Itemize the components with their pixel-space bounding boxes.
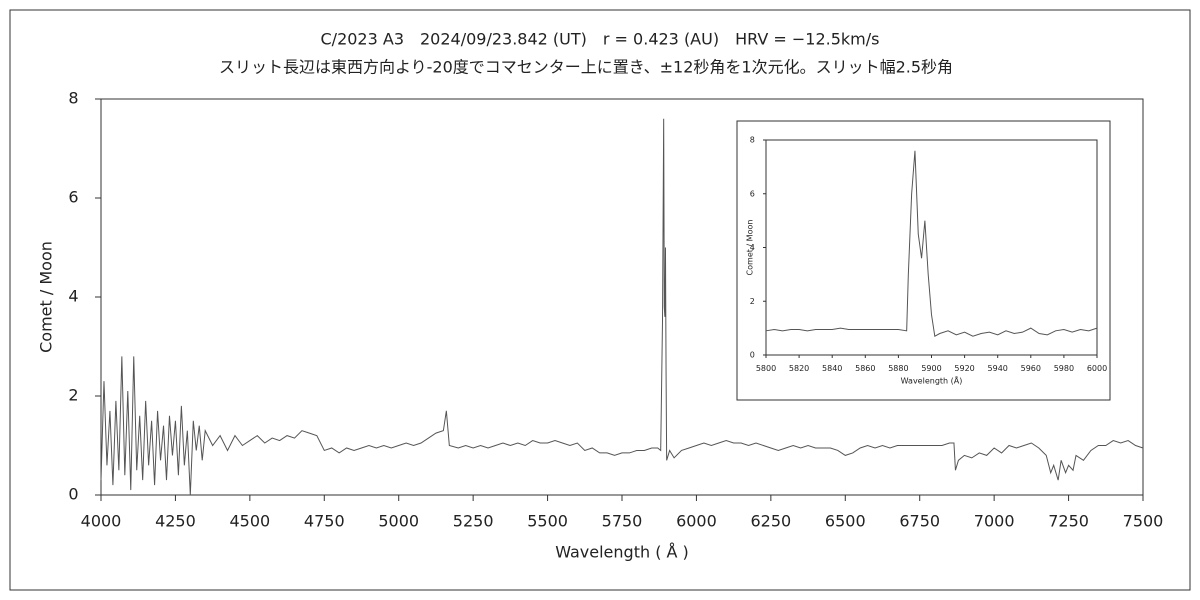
x-tick-label: 6500 [825,512,866,531]
y-tick-label: 6 [68,188,78,207]
y-tick-label: 2 [68,386,78,405]
x-tick-label: 5750 [602,512,643,531]
x-tick-label: 6250 [750,512,791,531]
y-tick-label: 4 [68,287,78,306]
x-tick-label: 4750 [304,512,345,531]
x-axis-label: Wavelength (Å) [901,375,963,386]
y-axis-label: Comet / Moon [37,241,56,353]
x-tick-label: 4000 [81,512,122,531]
x-tick-label: 4250 [155,512,196,531]
y-tick-label: 0 [68,485,78,504]
x-tick-label: 7000 [974,512,1015,531]
chart-subtitle: スリット長辺は東西方向より-20度でコマセンター上に置き、±12秒角を1次元化。… [219,58,953,77]
x-tick-label: 7250 [1048,512,1089,531]
y-tick-label: 6 [750,189,755,198]
chart-title: C/2023 A3 2024/09/23.842 (UT) r = 0.423 … [321,30,880,49]
x-tick-label: 5980 [1054,364,1074,373]
x-tick-label: 5880 [888,364,908,373]
x-tick-label: 5920 [954,364,974,373]
x-tick-label: 5900 [921,364,941,373]
x-axis-label: Wavelength ( Å ) [555,543,689,562]
x-tick-label: 5840 [822,364,842,373]
x-tick-label: 5940 [988,364,1008,373]
x-tick-label: 6000 [1087,364,1107,373]
x-tick-label: 5800 [756,364,776,373]
spectrum-line [100,118,1144,496]
y-tick-label: 8 [750,136,755,145]
y-tick-label: 0 [750,351,755,360]
y-tick-label: 4 [750,243,755,252]
x-tick-label: 5000 [378,512,419,531]
y-tick-label: 2 [750,297,755,306]
x-tick-label: 5860 [855,364,875,373]
x-tick-label: 5250 [453,512,494,531]
y-tick-label: 8 [68,89,78,108]
inset-frame [736,120,1111,401]
y-axis-label: Comet / Moon [746,220,755,276]
x-tick-label: 7500 [1123,512,1164,531]
x-tick-label: 4500 [229,512,270,531]
x-tick-label: 6750 [899,512,940,531]
x-tick-label: 5500 [527,512,568,531]
x-tick-label: 6000 [676,512,717,531]
spectrum-line [765,150,1098,337]
x-tick-label: 5820 [789,364,809,373]
x-tick-label: 5960 [1021,364,1041,373]
